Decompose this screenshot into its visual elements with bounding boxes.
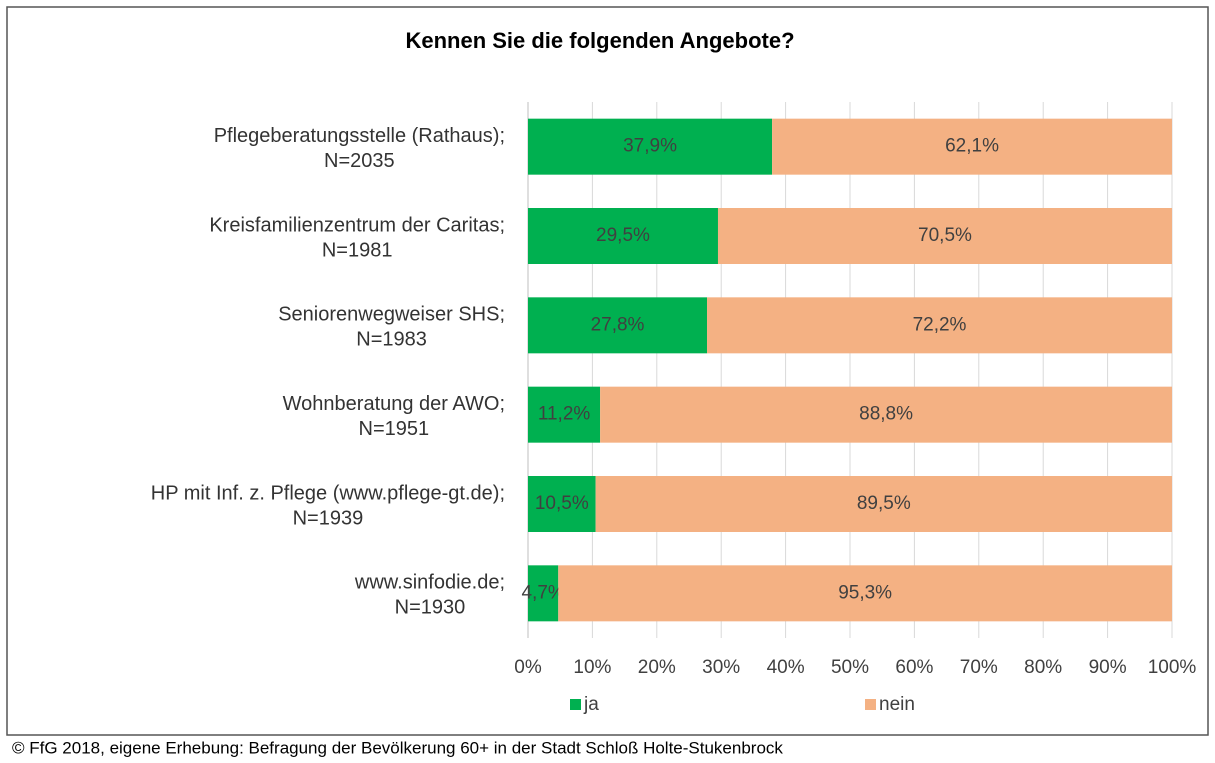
data-label: 27,8% [591,314,645,335]
legend-label: ja [583,694,599,715]
x-tick-label: 10% [573,657,611,678]
y-tick-label: Kreisfamilienzentrum der Caritas; [209,214,505,236]
data-label: 4,7% [521,582,564,603]
data-label: 29,5% [596,225,650,246]
bar-segment [528,386,601,443]
data-label: 89,5% [857,493,911,514]
y-tick-label: N=1983 [356,329,427,351]
y-tick-label: www.sinfodie.de; [354,572,505,594]
chart-title: Kennen Sie die folgenden Angebote? [405,28,794,53]
x-tick-label: 70% [960,657,998,678]
legend-label: nein [879,694,915,715]
y-tick-label: N=1939 [293,507,364,529]
x-tick-label: 0% [514,657,542,678]
y-tick-label: N=2035 [324,150,395,172]
x-tick-label: 50% [831,657,869,678]
x-tick-label: 30% [702,657,740,678]
data-label: 37,9% [623,136,677,157]
bar-segment [600,386,1172,443]
x-tick-label: 40% [767,657,805,678]
x-tick-label: 60% [895,657,933,678]
data-label: 11,2% [538,404,591,425]
legend-swatch [865,699,876,710]
bar-segment [772,118,1172,175]
y-tick-label: N=1930 [395,597,466,619]
x-tick-label: 20% [638,657,676,678]
data-label: 88,8% [859,404,913,425]
data-label: 95,3% [838,582,892,603]
bar-segment [528,476,596,532]
bar-segment [558,565,1172,622]
bar-segment [595,476,1172,532]
source-note: © FfG 2018, eigene Erhebung: Befragung d… [12,738,783,757]
bar-segment [528,208,718,264]
y-tick-label: Pflegeberatungsstelle (Rathaus); [214,125,505,147]
data-label: 72,2% [913,314,967,335]
bar-segment [528,118,773,175]
data-label: 70,5% [918,225,972,246]
data-label: 62,1% [945,136,999,157]
bar-segment [528,297,708,354]
y-tick-label: Wohnberatung der AWO; [283,393,505,415]
x-tick-label: 80% [1024,657,1062,678]
y-tick-label: N=1951 [359,418,430,440]
x-tick-label: 90% [1089,657,1127,678]
data-label: 10,5% [535,493,589,514]
y-tick-label: Seniorenwegweiser SHS; [278,304,505,326]
chart-frame [6,6,1209,736]
bar-segment [717,208,1172,264]
y-tick-label: N=1981 [322,239,393,261]
y-tick-label: HP mit Inf. z. Pflege (www.pflege-gt.de)… [151,482,505,504]
legend-swatch [570,699,581,710]
bar-segment [528,565,559,622]
x-tick-label: 100% [1148,657,1197,678]
bar-segment [707,297,1172,354]
